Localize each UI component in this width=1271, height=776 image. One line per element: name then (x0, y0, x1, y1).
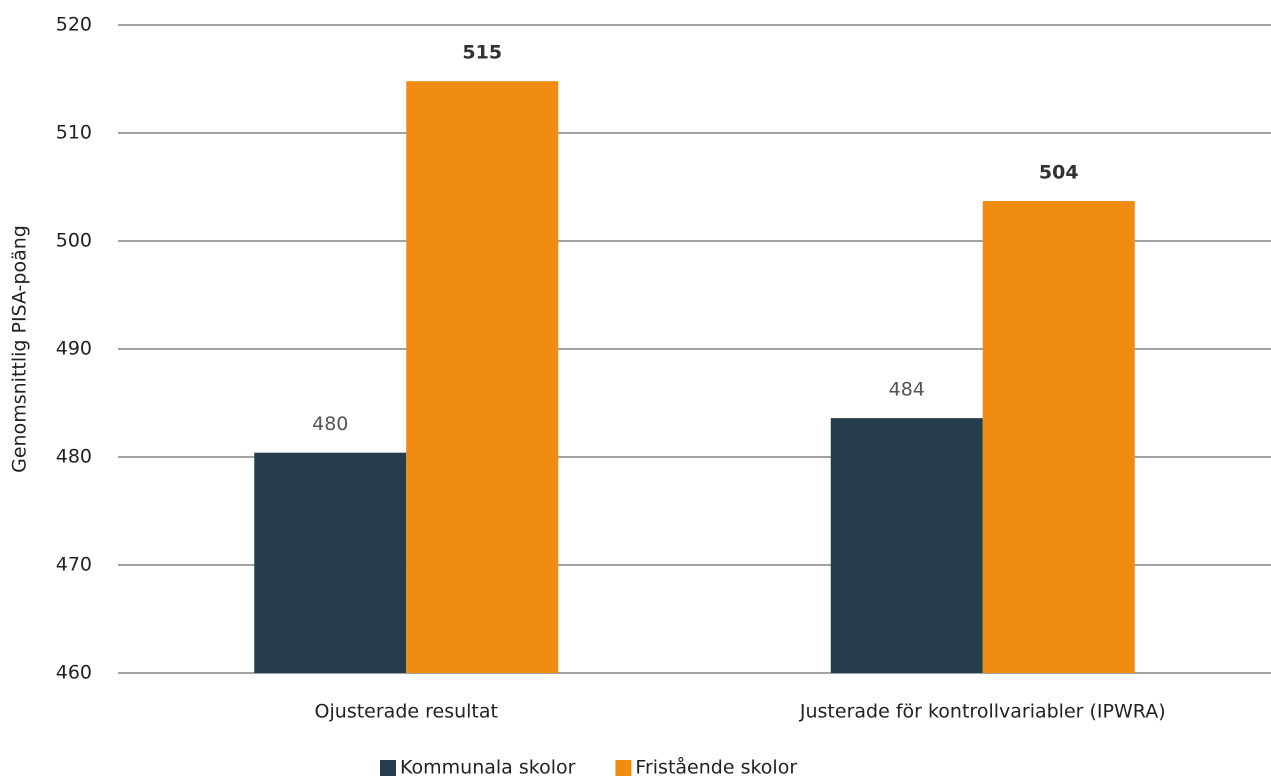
y-tick-label: 520 (56, 14, 92, 36)
legend-label: Kommunala skolor (400, 757, 576, 776)
y-tick-label: 460 (56, 662, 92, 684)
bar (254, 452, 407, 673)
value-label: 504 (1039, 162, 1079, 184)
bar (830, 418, 983, 673)
value-label: 480 (312, 413, 348, 435)
x-tick-label: Ojusterade resultat (315, 701, 498, 723)
bar (406, 81, 559, 673)
y-tick-label: 480 (56, 446, 92, 468)
legend-swatch (380, 760, 396, 776)
y-tick-label: 490 (56, 338, 92, 360)
value-label: 484 (889, 379, 925, 401)
legend-swatch (615, 760, 632, 776)
y-tick-label: 470 (56, 554, 92, 576)
y-tick-label: 510 (56, 122, 92, 144)
y-tick-label: 500 (56, 230, 92, 252)
bar (982, 201, 1135, 674)
value-label: 515 (462, 42, 502, 64)
y-axis-title: Genomsnittlig PISA-poäng (9, 225, 31, 473)
x-tick-label: Justerade för kontrollvariabler (IPWRA) (799, 701, 1166, 723)
legend-label: Fristående skolor (635, 756, 797, 776)
